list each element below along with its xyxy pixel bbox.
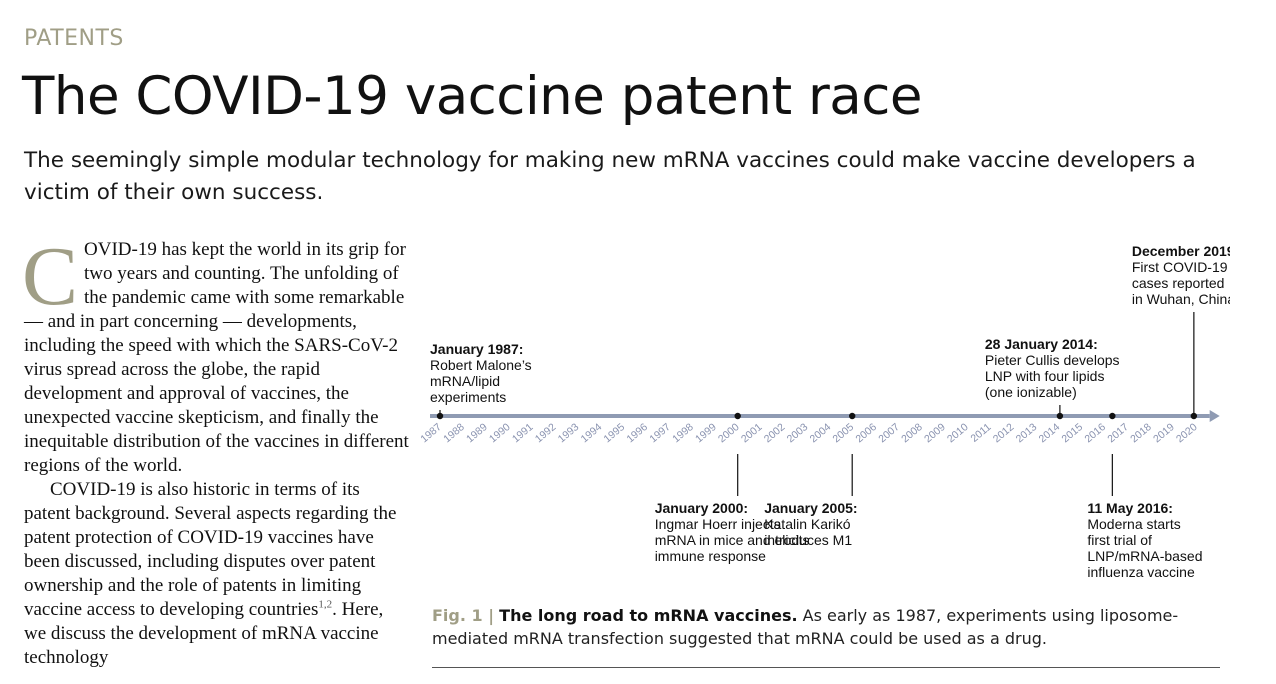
year-tick-label: 2018 (1128, 421, 1154, 445)
event-description: experiments (430, 389, 506, 405)
event-marker[interactable] (1056, 412, 1064, 420)
year-tick-label: 2011 (969, 421, 994, 445)
year-tick-label: 2000 (716, 421, 742, 445)
figure-caption-text: As early as 1987, experiments using lipo… (432, 606, 1179, 648)
year-tick-label: 2009 (922, 421, 948, 445)
year-tick-label: 1996 (624, 421, 650, 445)
event-date: December 2019: (1132, 243, 1230, 259)
event-description: Moderna starts (1087, 516, 1180, 532)
year-tick-label: 2005 (831, 421, 857, 445)
article-body: C OVID-19 has kept the world in its grip … (22, 230, 409, 670)
timeline-figure: 1987198819891990199119921993199419951996… (420, 243, 1230, 580)
event-marker[interactable] (436, 412, 444, 420)
figure-label: Fig. 1 | (432, 606, 495, 625)
year-tick-label: 2014 (1037, 421, 1063, 445)
event-marker[interactable] (734, 412, 741, 420)
year-tick-label: 2008 (899, 421, 925, 445)
year-tick-label: 1994 (579, 421, 605, 445)
drop-cap: C (22, 230, 79, 323)
year-tick-label: 1991 (510, 421, 536, 445)
event-date: January 1987: (430, 341, 523, 357)
year-tick-label: 2010 (945, 421, 971, 445)
event-description: LNP/mRNA-based (1087, 548, 1202, 564)
event-description: first trial of (1087, 532, 1152, 548)
year-tick-label: 2002 (762, 421, 788, 445)
year-tick-label: 2020 (1174, 421, 1200, 445)
event-marker[interactable] (849, 412, 856, 420)
event-description: immune response (655, 548, 766, 564)
year-tick-label: 1999 (693, 421, 719, 445)
year-tick-label: 1987 (420, 421, 444, 445)
year-tick-label: 2016 (1082, 421, 1108, 445)
event-description: First COVID-19 (1132, 259, 1228, 275)
year-tick-label: 2003 (785, 421, 811, 445)
year-tick-label: 2012 (991, 421, 1017, 445)
year-tick-label: 2013 (1014, 421, 1040, 445)
section-label: PATENTS (24, 26, 124, 51)
year-tick-label: 2001 (739, 421, 765, 445)
event-description: in Wuhan, China (1132, 291, 1230, 307)
year-tick-label: 2017 (1105, 421, 1131, 445)
standfirst: The seemingly simple modular technology … (24, 148, 1196, 205)
year-tick-label: 1989 (464, 421, 490, 445)
year-tick-label: 1998 (670, 421, 696, 445)
year-tick-label: 2019 (1151, 421, 1177, 445)
body-paragraph-2-text: COVID-19 is also historic in terms of it… (24, 479, 397, 620)
event-marker[interactable] (1190, 412, 1198, 420)
event-date: 28 January 2014: (985, 336, 1098, 352)
event-description: introduces M1 (764, 532, 852, 548)
figure-caption: Fig. 1 | The long road to mRNA vaccines.… (432, 604, 1222, 650)
event-description: Ingmar Hoerr injects (655, 516, 781, 532)
timeline-axis (430, 414, 1210, 418)
event-description: mRNA/lipid (430, 373, 500, 389)
body-paragraph-2: COVID-19 is also historic in terms of it… (24, 478, 409, 670)
year-tick-label: 1990 (487, 421, 513, 445)
event-marker[interactable] (1109, 412, 1116, 420)
year-tick-label: 1995 (602, 421, 628, 445)
event-date: 11 May 2016: (1087, 500, 1173, 516)
figure-caption-title: The long road to mRNA vaccines. (499, 606, 798, 625)
event-description: (one ionizable) (985, 384, 1077, 400)
reference-superscript[interactable]: 1,2 (318, 598, 333, 611)
body-paragraph-1-text: OVID-19 has kept the world in its grip f… (24, 239, 409, 476)
event-description: cases reported (1132, 275, 1225, 291)
year-tick-label: 2004 (808, 421, 834, 445)
year-tick-label: 1997 (647, 421, 673, 445)
body-paragraph-2-tail: . Here, we discuss the development of mR… (24, 599, 384, 668)
timeline-arrowhead (1209, 410, 1220, 422)
caption-divider (432, 667, 1220, 668)
year-tick-label: 1993 (556, 421, 582, 445)
event-description: influenza vaccine (1087, 564, 1195, 580)
year-tick-label: 2015 (1060, 421, 1086, 445)
event-date: January 2005: (764, 500, 857, 516)
page-title: The COVID-19 vaccine patent race (22, 66, 922, 127)
event-description: Pieter Cullis develops (985, 352, 1120, 368)
event-description: LNP with four lipids (985, 368, 1105, 384)
year-tick-label: 2007 (876, 421, 902, 445)
event-description: mRNA in mice and elicits (655, 532, 810, 548)
event-date: January 2000: (655, 500, 748, 516)
event-description: Katalin Karikó (764, 516, 851, 532)
event-description: Robert Malone’s (430, 357, 532, 373)
year-tick-label: 1988 (441, 421, 467, 445)
year-tick-label: 1992 (533, 421, 559, 445)
body-paragraph-1: C OVID-19 has kept the world in its grip … (22, 230, 409, 478)
year-tick-label: 2006 (853, 421, 879, 445)
